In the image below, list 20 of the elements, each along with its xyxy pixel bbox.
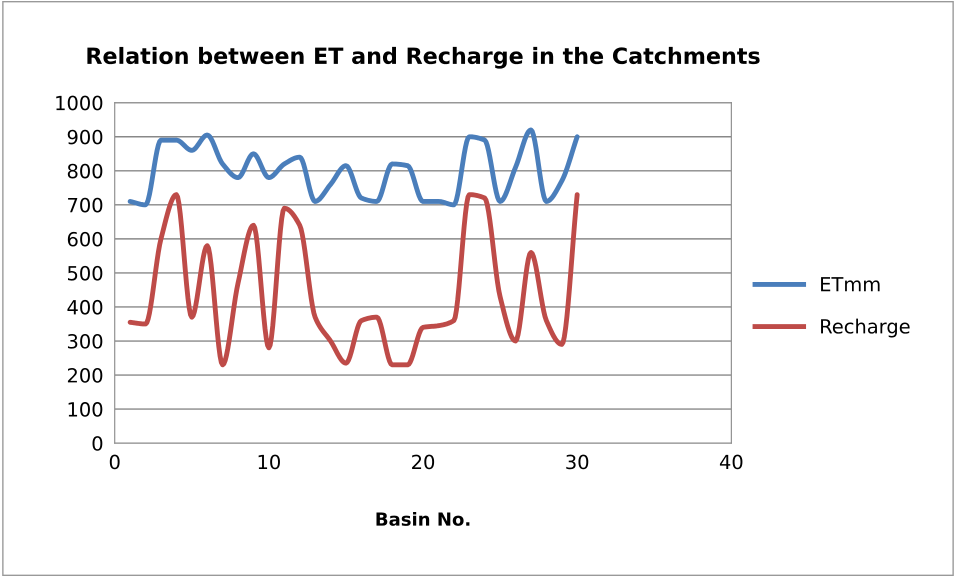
y-tick-label: 0 <box>92 436 102 451</box>
y-tick-label: 200 <box>68 368 102 383</box>
legend-label: Recharge <box>821 318 910 338</box>
x-tick-label: 20 <box>412 454 434 470</box>
y-tick-label: 700 <box>68 198 102 212</box>
y-tick-label: 500 <box>68 266 102 281</box>
x-tick-label: 30 <box>566 454 588 470</box>
y-tick-label: 400 <box>67 300 102 315</box>
y-tick-label: 300 <box>68 334 102 349</box>
y-tick-label: 900 <box>68 130 102 144</box>
y-tick-label: 800 <box>68 164 102 178</box>
y-tick-label: 600 <box>68 232 102 247</box>
chart-title: Relation between ET and Recharge in the Catchments <box>87 46 760 69</box>
y-tick-label: 100 <box>68 402 102 417</box>
x-axis-title: Basin No. <box>376 512 470 526</box>
x-tick-label: 10 <box>258 454 280 470</box>
y-tick-label: 1000 <box>56 96 102 110</box>
x-tick-label: 0 <box>110 454 120 470</box>
legend-label: ETmm <box>821 277 880 292</box>
x-tick-label: 40 <box>720 454 742 470</box>
